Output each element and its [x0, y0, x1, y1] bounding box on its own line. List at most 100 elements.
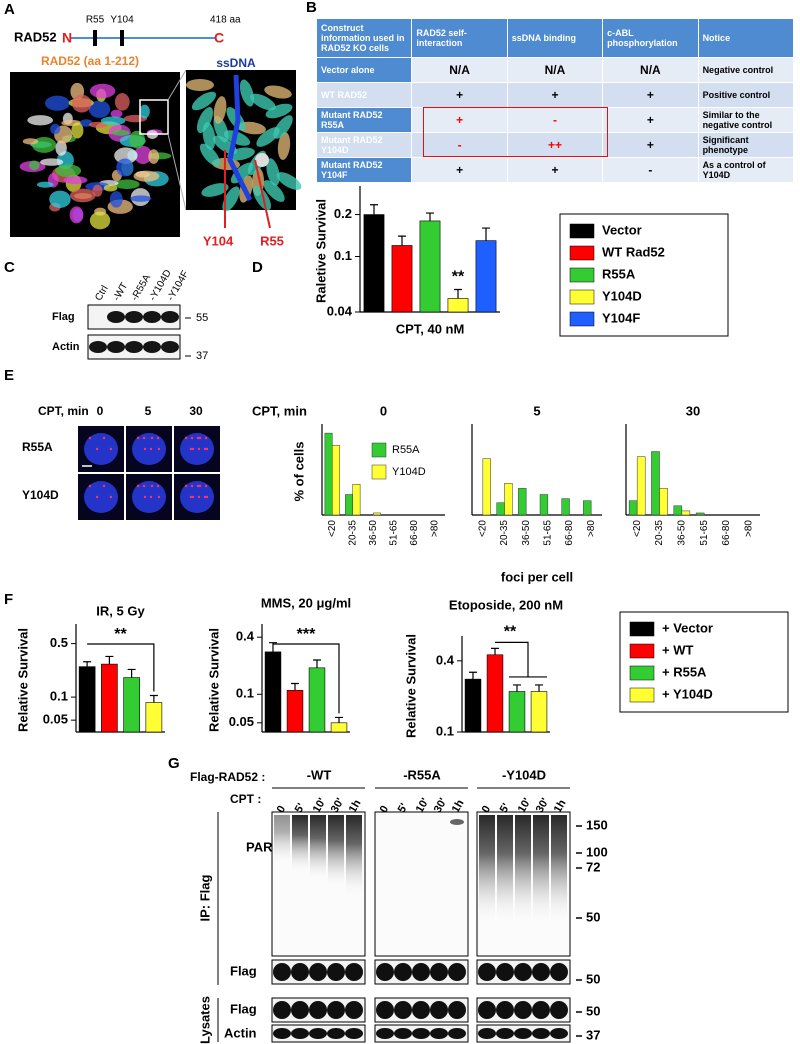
- ip-label: IP: Flag: [197, 874, 212, 921]
- band: [514, 963, 532, 981]
- structure-blob: [55, 164, 82, 178]
- band: [430, 1028, 448, 1039]
- band: [448, 1001, 466, 1019]
- zoom-line: [167, 133, 187, 211]
- x-tick-label: 36-50: [368, 520, 379, 546]
- band: [412, 1001, 430, 1019]
- bar: [530, 691, 548, 733]
- significance: **: [114, 626, 127, 643]
- error-bar: [482, 227, 490, 241]
- focus: [197, 495, 201, 499]
- y-axis-label: Raletive Survival: [313, 199, 328, 303]
- band: [514, 1001, 532, 1019]
- y-tick-label: 0.4: [436, 652, 455, 667]
- structure-blob: [44, 95, 70, 111]
- structure-blob: [28, 160, 40, 171]
- structure-blob: [134, 146, 152, 164]
- table-cell: +: [411, 82, 508, 108]
- table-cell: Mutant RAD52 Y104F: [315, 157, 413, 183]
- bar: [123, 677, 140, 733]
- focus: [136, 436, 140, 440]
- inset-blob: [199, 143, 221, 167]
- time-label: 1h: [450, 798, 467, 815]
- focus: [88, 436, 92, 440]
- significance: **: [452, 269, 465, 286]
- row-label: Y104D: [22, 488, 59, 502]
- bar: [659, 488, 668, 516]
- inset-blob: [213, 96, 227, 124]
- y-axis-label: Relative Survival: [15, 628, 30, 732]
- table-row: Mutant RAD52 Y104D - ++ + Significant phenot…: [315, 132, 795, 158]
- focus: [156, 436, 160, 440]
- band: [107, 341, 125, 353]
- focus: [189, 495, 193, 499]
- structure-label: RAD52 (aa 1-212): [41, 54, 139, 68]
- row-label: Actin: [224, 1025, 257, 1040]
- band: [143, 341, 161, 353]
- image-header: CPT, min: [38, 404, 89, 418]
- bar: [518, 488, 527, 516]
- blot-frame: [374, 811, 469, 957]
- bar: [145, 702, 163, 733]
- bar: [286, 690, 304, 733]
- y-tick-label: 0.05: [229, 714, 254, 729]
- x-axis-label: CPT, 40 nM: [396, 321, 465, 336]
- x-tick-label: >80: [586, 520, 597, 537]
- focus: [198, 436, 202, 440]
- legend-label: Y104F: [602, 310, 640, 325]
- focus: [189, 447, 193, 451]
- lane-label: -WT: [111, 281, 130, 303]
- significance-bracket: [87, 643, 155, 692]
- inset-blob: [253, 185, 271, 211]
- table-cell: +: [411, 107, 508, 133]
- focus: [205, 447, 209, 451]
- band: [125, 311, 143, 323]
- band: [394, 1001, 412, 1019]
- error-bar: [398, 235, 406, 246]
- y-tick-label: 0.5: [50, 635, 68, 650]
- table-cell: Mutant RAD52 Y104D: [315, 132, 413, 158]
- panel-letter: F: [4, 591, 13, 608]
- bar: [482, 458, 491, 516]
- band: [532, 1001, 550, 1019]
- focus: [197, 447, 201, 451]
- bar: [324, 432, 333, 516]
- marker-label: 55: [196, 312, 208, 324]
- x-tick-label: 36-50: [676, 520, 687, 546]
- inset-blob: [264, 85, 292, 99]
- construct-table: Construct information used in RAD52 KO c…: [315, 18, 795, 183]
- par-smear: [328, 815, 344, 889]
- legend-label: R55A: [392, 444, 420, 456]
- table-cell: +: [506, 157, 604, 183]
- legend-swatch: [569, 289, 595, 305]
- band: [496, 963, 514, 981]
- site-tick: [93, 30, 97, 46]
- legend-swatch: [569, 245, 595, 261]
- focus: [143, 447, 147, 451]
- band: [394, 1028, 412, 1039]
- band: [430, 1001, 448, 1019]
- structure-blob: [130, 195, 152, 202]
- marker-label: 150: [586, 817, 608, 832]
- structure-blob: [109, 191, 123, 208]
- inset-blob: [266, 158, 280, 186]
- focus: [95, 495, 99, 499]
- band: [478, 1028, 496, 1039]
- band: [532, 1028, 550, 1039]
- header-cell: Notice: [697, 18, 795, 58]
- par-smear: [551, 815, 567, 925]
- x-tick-label: 20-35: [347, 520, 358, 546]
- y-tick-label: 0.4: [236, 629, 255, 644]
- x-tick-label: 66-80: [409, 520, 420, 546]
- y-tick-label: 0.2: [334, 206, 352, 221]
- chart-title: 0: [380, 403, 387, 418]
- table-cell: Negative control: [697, 57, 795, 83]
- structure-blob: [69, 188, 96, 203]
- focus: [203, 447, 207, 451]
- legend-swatch: [629, 665, 655, 681]
- table-row: WT RAD52 + + + Positive control: [315, 82, 795, 108]
- structure-blob: [148, 149, 160, 164]
- structure-blob: [114, 179, 140, 190]
- table-cell: N/A: [506, 57, 604, 83]
